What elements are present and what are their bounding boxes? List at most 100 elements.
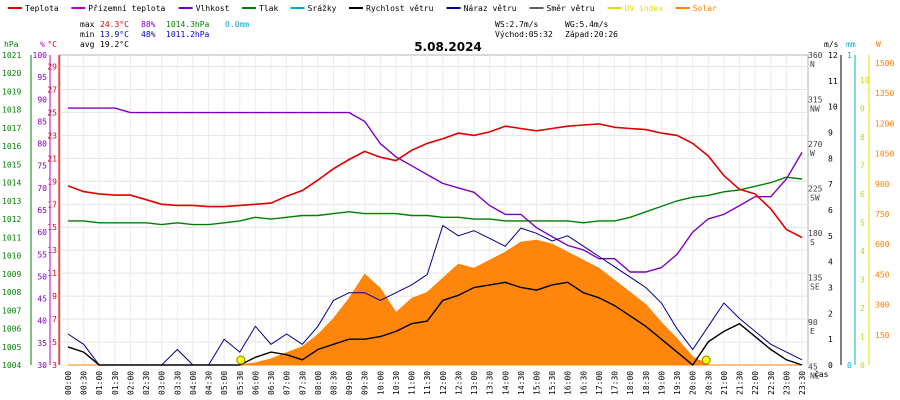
- stats-block: max 24.3°C 88% 1014.3hPa 0.0mm min 13.9°…: [80, 20, 618, 49]
- x-tick-label: 03:00: [158, 371, 167, 395]
- dir-tick-deg: 315: [808, 96, 823, 105]
- x-tick-label: 22:00: [751, 371, 760, 395]
- hpa-tick-label: 1020: [2, 69, 21, 78]
- x-tick-label: 05:00: [220, 371, 229, 395]
- dir-tick-deg: 360: [808, 51, 823, 60]
- temp-tick-label: 29: [47, 62, 57, 71]
- x-tick-label: 09:00: [345, 371, 354, 395]
- temp-tick-label: 13: [47, 246, 57, 255]
- hpa-tick-label: 1006: [2, 325, 21, 334]
- temp-tick-label: 7: [52, 315, 57, 324]
- temp-axis-label: °C: [47, 40, 57, 49]
- temp-tick-label: 5: [52, 338, 57, 347]
- ms-tick-label: 3: [828, 284, 833, 293]
- humidity-line: [68, 107, 803, 273]
- w-tick-label: 750: [875, 210, 890, 219]
- x-axis-label: čas: [814, 369, 829, 379]
- pct-tick-label: 100: [33, 51, 48, 60]
- pct-tick-label: 45: [37, 295, 47, 304]
- uv-tick-label: 9: [860, 105, 865, 114]
- x-tick-label: 08:00: [314, 371, 323, 395]
- uv-tick-label: 5: [860, 219, 865, 228]
- pct-tick-label: 75: [37, 162, 47, 171]
- ms-tick-label: 9: [828, 129, 833, 138]
- ms-tick-label: 0: [828, 361, 833, 370]
- stat-min-temp: 13.9°C: [100, 30, 129, 39]
- hpa-tick-label: 1014: [2, 179, 21, 188]
- temp-tick-label: 9: [52, 292, 57, 301]
- temp-tick-label: 15: [47, 223, 57, 232]
- w-tick-label: 1050: [875, 150, 894, 159]
- x-tick-label: 03:30: [173, 371, 182, 395]
- wind-speed-line: [67, 281, 803, 367]
- pct-tick-label: 85: [37, 117, 47, 126]
- dir-tick-deg: 270: [808, 140, 823, 149]
- x-tick-label: 17:30: [611, 371, 620, 395]
- x-tick-label: 14:00: [501, 371, 510, 395]
- temp-tick-label: 25: [47, 108, 57, 117]
- temp-tick-label: 19: [47, 177, 57, 186]
- dir-tick-name: SW: [810, 194, 820, 203]
- temperature-line: [67, 123, 803, 239]
- ms-tick-label: 5: [828, 232, 833, 241]
- dir-tick-name: S: [810, 238, 815, 247]
- x-tick-label: 23:00: [782, 371, 791, 395]
- x-tick-label: 13:00: [470, 371, 479, 395]
- x-tick-label: 06:00: [251, 371, 260, 395]
- sunset-marker: [701, 355, 711, 365]
- temp-tick-label: 17: [47, 200, 57, 209]
- w-tick-label: 1500: [875, 59, 894, 68]
- pct-tick-label: 55: [37, 250, 47, 259]
- x-tick-label: 21:00: [720, 371, 729, 395]
- ms-tick-label: 8: [828, 154, 833, 163]
- w-tick-label: 1350: [875, 89, 894, 98]
- temp-tick-label: 11: [47, 269, 57, 278]
- pct-tick-label: 60: [37, 228, 47, 237]
- hpa-tick-label: 1010: [2, 252, 21, 261]
- w-tick-label: 150: [875, 331, 890, 340]
- x-tick-label: 15:30: [548, 371, 557, 395]
- legend-label: UV index: [625, 4, 664, 13]
- legend-label: Náraz větru: [464, 4, 517, 13]
- dir-tick-deg: 225: [808, 185, 823, 194]
- stat-ws: WS:2.7m/s: [495, 20, 539, 29]
- x-tick-label: 18:30: [642, 371, 651, 395]
- x-tick-label: 11:00: [408, 371, 417, 395]
- stat-max-hum: 88%: [141, 20, 156, 29]
- sunrise-marker: [236, 355, 246, 365]
- ms-axis-label: m/s: [824, 40, 839, 49]
- x-tick-label: 15:00: [533, 371, 542, 395]
- pressure-line: [68, 176, 803, 226]
- uv-tick-label: 3: [860, 276, 865, 285]
- dir-tick-name: W: [810, 149, 815, 158]
- w-tick-label: 300: [875, 301, 890, 310]
- dir-tick-name: NW: [810, 105, 820, 114]
- hpa-tick-label: 1004: [2, 361, 21, 370]
- pct-tick-label: 80: [37, 140, 47, 149]
- x-tick-label: 16:30: [579, 371, 588, 395]
- legend: Teplota Přízemní teplota Vlhkost Tlak Srážky…: [8, 4, 717, 13]
- x-tick-label: 10:30: [392, 371, 401, 395]
- x-tick-label: 12:30: [454, 371, 463, 395]
- stat-sunset: Západ:20:26: [565, 30, 618, 39]
- x-tick-label: 10:00: [376, 371, 385, 395]
- w-tick-label: 900: [875, 180, 890, 189]
- x-tick-label: 00:30: [80, 371, 89, 395]
- x-tick-label: 05:30: [236, 371, 245, 395]
- uv-tick-label: 4: [860, 247, 865, 256]
- dir-tick-deg: 135: [808, 274, 823, 283]
- pct-tick-label: 70: [37, 184, 47, 193]
- stat-max-press: 1014.3hPa: [166, 20, 210, 29]
- x-tick-label: 13:30: [486, 371, 495, 395]
- x-tick-label: 21:30: [736, 371, 745, 395]
- uv-tick-label: 10: [860, 76, 870, 85]
- x-tick-label: 06:30: [267, 371, 276, 395]
- ms-tick-label: 11: [828, 77, 838, 86]
- legend-label: Směr větru: [547, 4, 595, 13]
- ms-tick-label: 6: [828, 206, 833, 215]
- stat-avg-temp: 19.2°C: [100, 40, 129, 49]
- stat-wg: WG:5.4m/s: [565, 20, 609, 29]
- gust-line: [67, 224, 803, 366]
- stat-avg-label: avg: [80, 40, 95, 49]
